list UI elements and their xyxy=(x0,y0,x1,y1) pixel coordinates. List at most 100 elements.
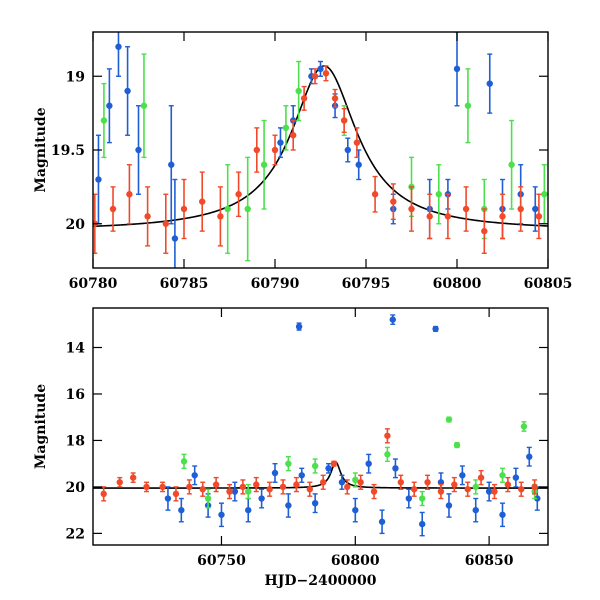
data-point xyxy=(437,488,445,495)
data-point xyxy=(486,80,493,87)
data-point xyxy=(432,325,439,333)
data-point xyxy=(129,474,137,481)
data-point xyxy=(282,124,290,132)
data-point xyxy=(481,227,488,235)
model-curve xyxy=(93,461,548,489)
data-point xyxy=(499,213,506,220)
data-point xyxy=(258,495,265,502)
x-tick-label: 60780 xyxy=(69,276,118,292)
x-tick-label: 60800 xyxy=(331,553,380,569)
data-point xyxy=(512,474,520,481)
data-point xyxy=(426,213,433,220)
y-tick-label: 19 xyxy=(66,69,85,85)
data-point xyxy=(266,486,273,493)
data-point xyxy=(410,486,418,493)
y-tick-label: 20 xyxy=(66,480,86,496)
data-point xyxy=(344,146,351,154)
data-point xyxy=(144,213,151,220)
data-point xyxy=(178,506,185,514)
data-point xyxy=(370,488,378,495)
data-point xyxy=(199,486,206,493)
data-point xyxy=(319,479,327,486)
data-point xyxy=(405,495,413,502)
data-point xyxy=(311,462,319,470)
data-point xyxy=(541,191,548,198)
data-point xyxy=(419,495,426,502)
data-point xyxy=(143,483,150,491)
data-point xyxy=(191,472,198,479)
data-point xyxy=(392,465,399,472)
data-point xyxy=(444,213,452,220)
data-point xyxy=(338,479,346,486)
data-point xyxy=(424,479,431,486)
data-point xyxy=(95,176,102,183)
data-point xyxy=(340,117,348,124)
data-point xyxy=(464,486,471,493)
data-point xyxy=(352,506,359,514)
y-tick-label: 19.5 xyxy=(51,143,85,159)
y-axis-label: Magnitude xyxy=(33,107,49,192)
data-point xyxy=(239,483,247,491)
data-point xyxy=(526,453,533,460)
data-point xyxy=(518,486,525,493)
data-point xyxy=(453,441,461,449)
data-point xyxy=(285,460,292,467)
data-point xyxy=(290,132,297,139)
data-point xyxy=(311,73,319,80)
data-point xyxy=(459,472,466,479)
data-point xyxy=(311,499,319,507)
data-point xyxy=(224,205,231,213)
data-point xyxy=(435,191,442,198)
data-point xyxy=(389,316,396,323)
series-red xyxy=(100,428,538,502)
data-point xyxy=(300,95,308,102)
data-point xyxy=(245,488,252,495)
data-point xyxy=(355,161,362,168)
data-point xyxy=(159,483,166,491)
data-point xyxy=(231,488,239,495)
data-point xyxy=(204,495,212,502)
data-point xyxy=(390,198,397,205)
data-point xyxy=(384,432,391,439)
data-point xyxy=(344,483,351,491)
y-tick-label: 18 xyxy=(66,433,85,449)
data-point xyxy=(212,481,220,488)
data-point xyxy=(520,423,528,430)
data-point xyxy=(277,139,284,146)
data-point xyxy=(106,102,113,109)
data-point xyxy=(306,486,313,493)
data-point xyxy=(508,161,515,168)
data-point xyxy=(325,465,332,472)
series-blue xyxy=(95,32,539,268)
x-tick-label: 60785 xyxy=(160,276,209,292)
data-point xyxy=(140,102,148,109)
data-point xyxy=(534,495,541,502)
series-red xyxy=(93,65,543,254)
data-point xyxy=(285,502,292,509)
data-point xyxy=(115,43,122,50)
data-point xyxy=(124,87,131,95)
x-tick-label: 60790 xyxy=(251,276,300,292)
top-ticks: 60780 60785 60790 60795 60800 60805 19 19.5 20 xyxy=(51,32,572,292)
x-tick-label: 60805 xyxy=(524,276,573,292)
data-point xyxy=(353,139,361,146)
y-tick-label: 14 xyxy=(66,341,86,357)
data-point xyxy=(298,472,305,479)
data-point xyxy=(352,476,359,484)
y-tick-label: 16 xyxy=(66,387,85,403)
data-point xyxy=(164,495,172,502)
series-blue xyxy=(164,314,541,537)
model-curve xyxy=(93,65,548,228)
y-tick-label: 22 xyxy=(66,526,85,542)
data-point xyxy=(419,520,426,528)
data-point xyxy=(532,205,539,213)
data-point xyxy=(397,479,404,486)
data-point xyxy=(485,488,493,495)
data-point xyxy=(504,481,512,488)
data-point xyxy=(462,205,470,213)
data-point xyxy=(126,191,133,198)
data-point xyxy=(245,506,252,514)
data-point xyxy=(499,472,506,479)
x-axis-label: HJD−2400000 xyxy=(265,573,377,589)
x-tick-label: 60800 xyxy=(433,276,482,292)
